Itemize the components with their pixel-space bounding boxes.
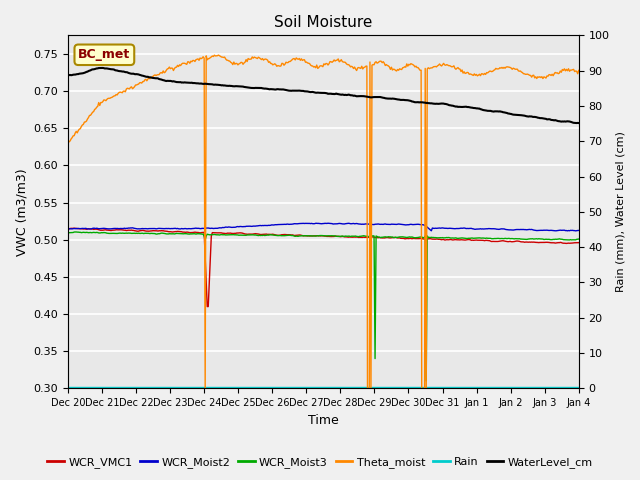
Y-axis label: Rain (mm), Water Level (cm): Rain (mm), Water Level (cm)	[615, 132, 625, 292]
Text: BC_met: BC_met	[78, 48, 131, 61]
Y-axis label: VWC (m3/m3): VWC (m3/m3)	[15, 168, 28, 256]
X-axis label: Time: Time	[308, 414, 339, 427]
Title: Soil Moisture: Soil Moisture	[274, 15, 372, 30]
Legend: WCR_VMC1, WCR_Moist2, WCR_Moist3, Theta_moist, Rain, WaterLevel_cm: WCR_VMC1, WCR_Moist2, WCR_Moist3, Theta_…	[43, 452, 597, 472]
